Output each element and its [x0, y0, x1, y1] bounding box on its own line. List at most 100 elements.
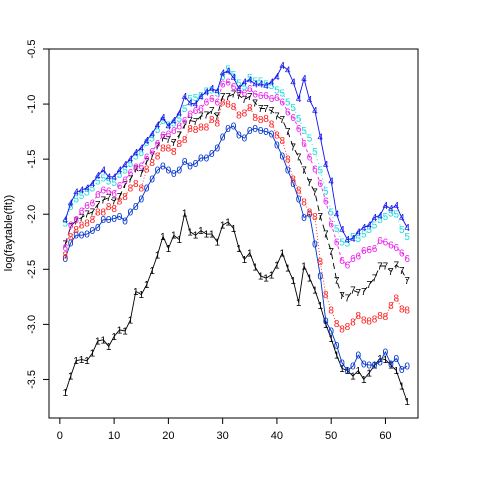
data-point: 8 [307, 208, 313, 219]
data-point: 0 [263, 127, 269, 138]
data-point: 6 [258, 91, 264, 102]
data-point: 0 [204, 154, 210, 165]
y-tick-label: -3.0 [26, 315, 38, 334]
data-point: 1 [106, 342, 112, 353]
data-point: 5 [290, 103, 296, 114]
data-point: 5 [383, 212, 389, 223]
data-point: 6 [269, 94, 275, 105]
data-point: 6 [166, 129, 172, 140]
data-point: 4 [133, 148, 139, 159]
data-point: 5 [84, 188, 90, 199]
data-point: 4 [323, 160, 329, 171]
data-point: 7 [155, 141, 161, 152]
data-point: 5 [95, 177, 101, 188]
data-point: 0 [133, 202, 139, 213]
data-point: 0 [117, 212, 123, 223]
data-point: 1 [361, 375, 367, 386]
data-point: 0 [111, 214, 117, 225]
data-point: 5 [399, 225, 405, 236]
data-point: 1 [204, 230, 210, 241]
data-point: 0 [79, 231, 85, 242]
data-point: 7 [176, 130, 182, 141]
data-point: 7 [334, 276, 340, 287]
data-point: 4 [144, 136, 150, 147]
data-point: 4 [258, 80, 264, 91]
data-point: 0 [301, 213, 307, 224]
data-point: 0 [404, 362, 410, 373]
data-point: 6 [79, 206, 85, 217]
data-point: 5 [117, 170, 123, 181]
data-point: 0 [372, 361, 378, 372]
x-tick-label: 10 [108, 430, 120, 442]
data-point: 6 [133, 162, 139, 173]
data-point: 6 [318, 179, 324, 190]
data-point: 5 [242, 82, 248, 93]
data-point: 8 [133, 179, 139, 190]
data-point: 4 [350, 234, 356, 245]
data-point: 5 [231, 70, 237, 81]
data-point: 7 [84, 210, 90, 221]
data-point: 0 [280, 151, 286, 162]
data-point: 6 [361, 246, 367, 257]
data-point: 6 [247, 84, 253, 95]
data-point: 5 [318, 166, 324, 177]
data-point: 1 [269, 270, 275, 281]
data-point: 6 [399, 248, 405, 259]
data-point: 7 [117, 192, 123, 203]
data-point: 5 [171, 118, 177, 129]
data-point: 1 [138, 290, 144, 301]
data-point: 0 [209, 149, 215, 160]
data-point: 8 [263, 114, 269, 125]
data-point: 5 [274, 85, 280, 96]
data-point: 4 [193, 100, 199, 111]
data-point: 6 [296, 124, 302, 135]
data-point: 1 [290, 276, 296, 287]
data-point: 5 [334, 224, 340, 235]
data-point: 5 [350, 232, 356, 243]
data-point: 0 [274, 140, 280, 151]
data-point: 5 [280, 89, 286, 100]
data-point: 4 [328, 177, 334, 188]
data-point: 1 [171, 231, 177, 242]
data-point: 7 [79, 213, 85, 224]
data-point: 0 [366, 361, 372, 372]
data-point: 0 [90, 226, 96, 237]
data-point: 6 [100, 185, 106, 196]
data-point: 4 [388, 204, 394, 215]
data-point: 6 [90, 199, 96, 210]
data-point: 8 [73, 225, 79, 236]
data-point: 7 [111, 197, 117, 208]
data-point: 8 [193, 125, 199, 136]
data-point: 6 [171, 126, 177, 137]
data-point: 0 [62, 254, 68, 265]
data-point: 1 [100, 335, 106, 346]
data-point: 1 [301, 261, 307, 272]
data-point: 1 [307, 274, 313, 285]
data-point: 6 [106, 187, 112, 198]
data-point: 5 [73, 194, 79, 205]
data-point: 4 [399, 213, 405, 224]
data-point: 7 [149, 151, 155, 162]
data-point: 6 [198, 104, 204, 115]
data-point: 5 [394, 210, 400, 221]
data-point: 4 [394, 201, 400, 212]
data-point: 0 [106, 215, 112, 226]
data-point: 8 [285, 155, 291, 166]
data-point: 7 [138, 169, 144, 180]
data-point: 5 [220, 72, 226, 83]
data-point: 1 [62, 388, 68, 399]
data-point: 1 [187, 227, 193, 238]
data-point: 1 [242, 255, 248, 266]
data-point: 1 [372, 361, 378, 372]
data-point: 7 [242, 95, 248, 106]
data-point: 0 [328, 326, 334, 337]
data-point: 1 [149, 266, 155, 277]
data-point: 4 [111, 172, 117, 183]
data-point: 1 [280, 248, 286, 259]
data-point: 5 [323, 187, 329, 198]
data-point: 5 [209, 85, 215, 96]
data-point: 0 [236, 130, 242, 141]
data-point: 6 [231, 82, 237, 93]
